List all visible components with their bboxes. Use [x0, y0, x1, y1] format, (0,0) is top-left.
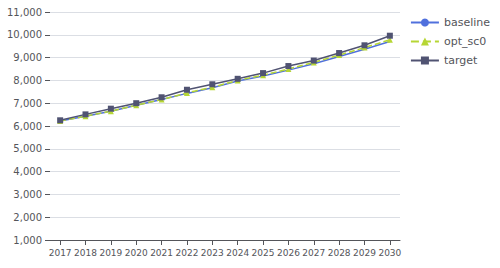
svg-text:9,000: 9,000 — [13, 52, 42, 63]
svg-text:2029: 2029 — [353, 248, 376, 258]
svg-text:2028: 2028 — [328, 248, 351, 258]
svg-text:2026: 2026 — [277, 248, 300, 258]
svg-text:2023: 2023 — [201, 248, 224, 258]
svg-text:2021: 2021 — [150, 248, 173, 258]
svg-text:3,000: 3,000 — [13, 189, 42, 200]
svg-text:2,000: 2,000 — [13, 212, 42, 223]
svg-text:11,000: 11,000 — [7, 7, 42, 18]
svg-text:2024: 2024 — [226, 248, 249, 258]
svg-text:2017: 2017 — [49, 248, 72, 258]
svg-text:2025: 2025 — [252, 248, 275, 258]
svg-text:2019: 2019 — [99, 248, 122, 258]
svg-text:7,000: 7,000 — [13, 98, 42, 109]
svg-text:10,000: 10,000 — [7, 29, 42, 40]
svg-text:4,000: 4,000 — [13, 166, 42, 177]
svg-text:8,000: 8,000 — [13, 75, 42, 86]
svg-text:2018: 2018 — [74, 248, 97, 258]
svg-text:2022: 2022 — [176, 248, 199, 258]
svg-text:1,000: 1,000 — [13, 235, 42, 246]
svg-text:opt_sc0: opt_sc0 — [444, 35, 486, 48]
svg-text:2020: 2020 — [125, 248, 148, 258]
svg-text:2027: 2027 — [302, 248, 325, 258]
svg-text:5,000: 5,000 — [13, 143, 42, 154]
svg-text:baseline: baseline — [444, 16, 490, 29]
svg-text:6,000: 6,000 — [13, 121, 42, 132]
svg-text:target: target — [444, 54, 478, 67]
svg-text:2030: 2030 — [378, 248, 401, 258]
